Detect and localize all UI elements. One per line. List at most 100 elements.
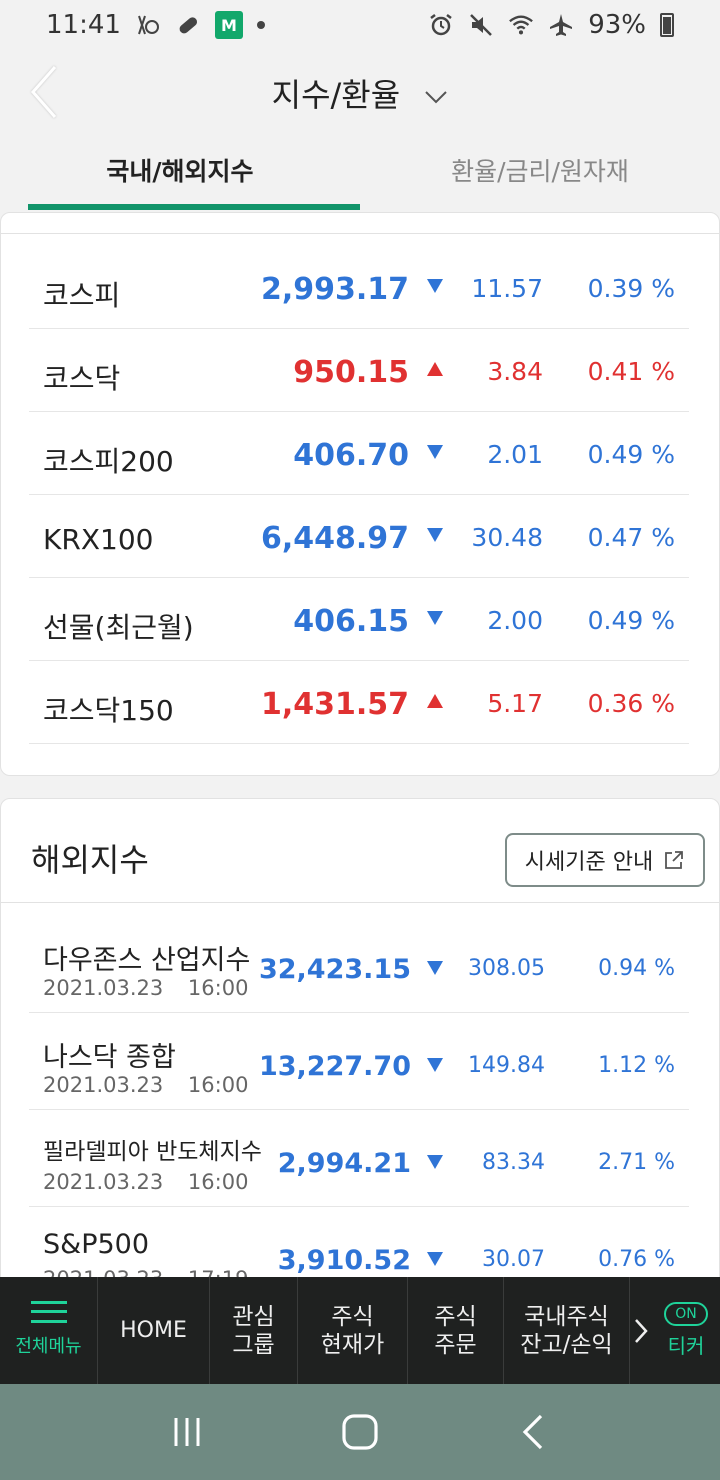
index-value: 2,994.21 — [277, 1148, 411, 1179]
index-row-futures[interactable]: 선물(최근월) 406.15 2.00 0.49 % — [29, 578, 689, 661]
index-value: 1,431.57 — [260, 687, 409, 722]
domestic-balance-button[interactable]: 국내주식 잔고/손익 — [504, 1277, 630, 1384]
overseas-row-sp500[interactable]: S&P500 2021.03.23 17:19 3,910.52 30.07 0… — [29, 1207, 689, 1304]
ticker-on-badge: ON — [664, 1301, 708, 1326]
index-change: 11.57 — [471, 274, 543, 303]
index-value: 950.15 — [293, 355, 409, 390]
wifi-icon — [508, 12, 534, 38]
battery-percent: 93% — [588, 10, 646, 40]
index-row-kosdaq[interactable]: 코스닥 950.15 3.84 0.41 % — [29, 329, 689, 412]
index-change: 5.17 — [487, 689, 543, 718]
back-button[interactable] — [24, 62, 64, 122]
index-name: 다우존스 산업지수 — [43, 945, 251, 976]
index-percent: 0.47 % — [587, 523, 675, 552]
chevron-right-icon — [635, 1318, 648, 1343]
section-title: 해외지수 — [31, 841, 149, 879]
ticker-label: 티커 — [667, 1333, 705, 1358]
index-row-kospi[interactable]: 코스피 2,993.17 11.57 0.39 % — [29, 246, 689, 329]
index-name: 코스피200 — [43, 445, 174, 478]
home-button[interactable]: HOME — [98, 1277, 210, 1384]
timer-icon — [135, 12, 161, 38]
index-name: 코스피 — [43, 279, 121, 312]
price-guide-label: 시세기준 안내 — [524, 850, 654, 875]
index-value: 406.70 — [293, 438, 409, 473]
index-change: 308.05 — [468, 956, 545, 981]
overseas-row-dow[interactable]: 다우존스 산업지수 2021.03.23 16:00 32,423.15 308… — [29, 916, 689, 1013]
down-arrow-icon — [427, 1251, 443, 1270]
overseas-section-header: 해외지수 시세기준 안내 — [1, 799, 720, 903]
divider — [1, 233, 720, 234]
index-date: 2021.03.23 16:00 — [43, 1073, 249, 1097]
index-row-krx100[interactable]: KRX100 6,448.97 30.48 0.47 % — [29, 495, 689, 578]
tab-domestic-overseas-index[interactable]: 국내/해외지수 — [0, 138, 360, 212]
recent-apps-icon — [174, 1418, 200, 1446]
price-guide-button[interactable]: 시세기준 안내 — [505, 833, 705, 887]
index-value: 3,910.52 — [277, 1245, 411, 1276]
down-arrow-icon — [427, 610, 445, 628]
index-percent: 0.36 % — [587, 689, 675, 718]
index-percent: 1.12 % — [598, 1053, 675, 1078]
status-time: 11:41 — [46, 10, 121, 40]
index-row-kosdaq150[interactable]: 코스닥150 1,431.57 5.17 0.36 % — [29, 661, 689, 744]
airplane-mode-icon — [548, 12, 574, 38]
stock-order-button[interactable]: 주식 주문 — [408, 1277, 504, 1384]
index-change: 2.00 — [487, 606, 543, 635]
watch-group-button[interactable]: 관심 그룹 — [210, 1277, 298, 1384]
down-arrow-icon — [427, 1057, 443, 1076]
bottom-menu-bar: 전체메뉴 HOME 관심 그룹 주식 현재가 주식 주문 국내주식 잔고/손익 … — [0, 1277, 720, 1384]
overseas-row-nasdaq[interactable]: 나스닥 종합 2021.03.23 16:00 13,227.70 149.84… — [29, 1013, 689, 1110]
index-percent: 0.94 % — [598, 956, 675, 981]
back-nav-button[interactable] — [503, 1402, 563, 1462]
app-header: 지수/환율 — [0, 52, 720, 134]
overseas-row-sox[interactable]: 필라델피아 반도체지수 2021.03.23 16:00 2,994.21 83… — [29, 1110, 689, 1207]
index-percent: 0.39 % — [587, 274, 675, 303]
alarm-icon — [428, 12, 454, 38]
status-bar: 11:41 M 93% — [0, 0, 720, 50]
index-name: S&P500 — [43, 1229, 150, 1260]
down-arrow-icon — [427, 1154, 443, 1173]
ticker-toggle[interactable]: ON 티커 — [652, 1277, 720, 1384]
overseas-index-card: 해외지수 시세기준 안내 다우존스 산업지수 2021.03.23 16:00 … — [0, 798, 720, 1304]
down-arrow-icon — [427, 527, 445, 545]
index-date: 2021.03.23 16:00 — [43, 976, 249, 1000]
home-nav-button[interactable] — [330, 1402, 390, 1462]
index-change: 2.01 — [487, 440, 543, 469]
index-value: 13,227.70 — [258, 1051, 411, 1082]
index-value: 406.15 — [293, 604, 409, 639]
page-title: 지수/환율 — [271, 76, 401, 114]
index-row-kospi200[interactable]: 코스피200 406.70 2.01 0.49 % — [29, 412, 689, 495]
index-name: 코스닥150 — [43, 694, 174, 727]
index-change: 83.34 — [482, 1150, 545, 1175]
page-title-dropdown[interactable]: 지수/환율 — [0, 70, 720, 116]
chevron-down-icon — [425, 91, 448, 104]
home-circle-icon — [342, 1414, 378, 1450]
up-arrow-icon — [427, 361, 445, 379]
index-value: 32,423.15 — [258, 954, 411, 985]
recent-apps-button[interactable] — [157, 1402, 217, 1462]
mute-icon — [468, 12, 494, 38]
tab-fx-rate-commodity[interactable]: 환율/금리/원자재 — [451, 157, 629, 186]
all-menu-label: 전체메뉴 — [15, 1335, 82, 1357]
stock-price-button[interactable]: 주식 현재가 — [298, 1277, 408, 1384]
index-percent: 0.49 % — [587, 440, 675, 469]
all-menu-button[interactable]: 전체메뉴 — [0, 1277, 98, 1384]
index-tabs: 국내/해외지수 환율/금리/원자재 — [0, 138, 720, 212]
index-change: 3.84 — [487, 357, 543, 386]
index-change: 30.48 — [471, 523, 543, 552]
up-arrow-icon — [427, 693, 445, 711]
external-link-icon — [665, 851, 684, 869]
chevron-left-icon — [30, 65, 57, 119]
back-nav-icon — [523, 1414, 543, 1450]
index-value: 6,448.97 — [260, 521, 409, 556]
hamburger-icon — [30, 1300, 67, 1323]
index-change: 149.84 — [468, 1053, 545, 1078]
index-value: 2,993.17 — [260, 272, 409, 307]
index-name: 선물(최근월) — [43, 611, 194, 644]
index-name: 필라델피아 반도체지수 — [43, 1139, 262, 1165]
menu-scroll-right-button[interactable] — [630, 1277, 652, 1384]
more-notifications-icon — [256, 21, 265, 29]
index-percent: 0.49 % — [587, 606, 675, 635]
index-name: 나스닥 종합 — [43, 1042, 176, 1073]
battery-icon — [660, 13, 674, 37]
index-change: 30.07 — [482, 1247, 545, 1272]
